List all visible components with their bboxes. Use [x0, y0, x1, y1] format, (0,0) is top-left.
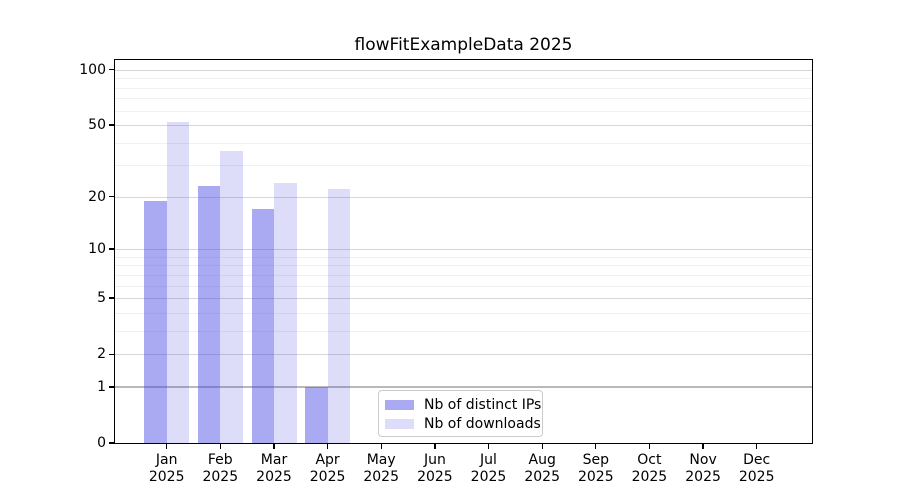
- gridline-major: [115, 125, 812, 126]
- gridline-minor: [115, 142, 812, 144]
- y-tick-label: 2: [97, 346, 106, 363]
- y-tick-label: 10: [88, 241, 106, 258]
- gridline-minor: [115, 256, 812, 258]
- bar-distinct-ips-apr: [305, 386, 328, 443]
- y-tick-mark: [109, 196, 114, 198]
- x-tick-mark: [219, 444, 221, 449]
- gridline-major: [115, 69, 812, 71]
- legend-swatch-distinct-ips: [385, 400, 414, 410]
- x-tick-mark: [273, 444, 275, 449]
- gridline-major: [115, 249, 812, 251]
- y-tick-mark: [109, 248, 114, 250]
- bar-downloads-apr: [327, 189, 351, 443]
- legend-item-downloads: Nb of downloads: [385, 415, 541, 433]
- x-tick-mark: [487, 444, 490, 449]
- x-tick-label-dec: Dec 2025: [738, 452, 775, 485]
- x-tick-label-jan: Jan 2025: [148, 452, 185, 485]
- x-tick-mark: [434, 444, 436, 449]
- x-tick-mark: [380, 444, 382, 449]
- grid-layer: [115, 60, 812, 443]
- legend-label-distinct-ips: Nb of distinct IPs: [424, 397, 542, 413]
- x-tick-label-jun: Jun 2025: [417, 452, 453, 485]
- x-tick-label-apr: Apr 2025: [309, 452, 346, 485]
- x-tick-label-mar: Mar 2025: [256, 452, 292, 485]
- x-tick-label-nov: Nov 2025: [685, 452, 721, 485]
- x-tick-mark: [756, 444, 758, 449]
- x-tick-label-aug: Aug 2025: [524, 452, 560, 485]
- y-tick-mark: [109, 297, 114, 299]
- y-tick-label: 1: [97, 378, 106, 395]
- legend-swatch-downloads: [385, 419, 414, 429]
- x-tick-label-oct: Oct 2025: [631, 452, 668, 485]
- y-tick-mark: [109, 386, 114, 388]
- gridline-minor: [115, 330, 812, 332]
- legend-item-distinct-ips: Nb of distinct IPs: [385, 396, 541, 414]
- x-tick-label-feb: Feb 2025: [202, 452, 239, 485]
- y-tick-mark: [109, 353, 114, 355]
- x-tick-mark: [702, 444, 704, 449]
- x-tick-label-may: May 2025: [363, 452, 399, 485]
- plot-area: [114, 59, 813, 444]
- gridline-minor: [115, 87, 812, 89]
- y-tick-label: 0: [97, 435, 106, 451]
- gridline-minor: [115, 78, 812, 80]
- gridline-major: [115, 354, 812, 356]
- legend-label-downloads: Nb of downloads: [424, 416, 541, 432]
- x-tick-mark: [326, 444, 329, 449]
- y-tick-label: 50: [88, 117, 106, 133]
- bar-downloads-feb: [220, 151, 243, 443]
- x-tick-mark: [166, 444, 168, 449]
- gridline-minor: [115, 312, 812, 314]
- gridline-major: [115, 196, 812, 198]
- legend: Nb of distinct IPs Nb of downloads: [378, 390, 543, 437]
- gridline-minor: [115, 285, 812, 287]
- y-tick-mark: [109, 442, 114, 444]
- y-tick-label: 100: [79, 61, 106, 78]
- x-tick-label-jul: Jul 2025: [470, 452, 507, 485]
- gridline-major: [115, 298, 812, 300]
- x-tick-mark: [648, 444, 651, 449]
- gridline-minor: [115, 274, 812, 276]
- bar-distinct-ips-feb: [197, 186, 221, 443]
- x-tick-label-sep: Sep 2025: [577, 452, 614, 485]
- gridline-baseline: [115, 386, 812, 389]
- gridline-minor: [115, 98, 812, 100]
- bar-distinct-ips-mar: [251, 209, 274, 443]
- chart-title: flowFitExampleData 2025: [354, 35, 573, 55]
- gridline-minor: [115, 165, 812, 167]
- y-tick-mark: [109, 124, 114, 126]
- x-tick-mark: [541, 444, 543, 449]
- bar-distinct-ips-jan: [144, 200, 167, 443]
- y-tick-label: 5: [97, 290, 106, 307]
- gridline-minor: [115, 265, 812, 267]
- y-tick-label: 20: [88, 188, 106, 205]
- x-tick-mark: [595, 444, 597, 449]
- bar-downloads-mar: [274, 182, 297, 443]
- y-tick-mark: [109, 69, 114, 71]
- gridline-minor: [115, 110, 812, 112]
- bars-layer: [115, 60, 812, 443]
- bar-downloads-jan: [166, 121, 190, 443]
